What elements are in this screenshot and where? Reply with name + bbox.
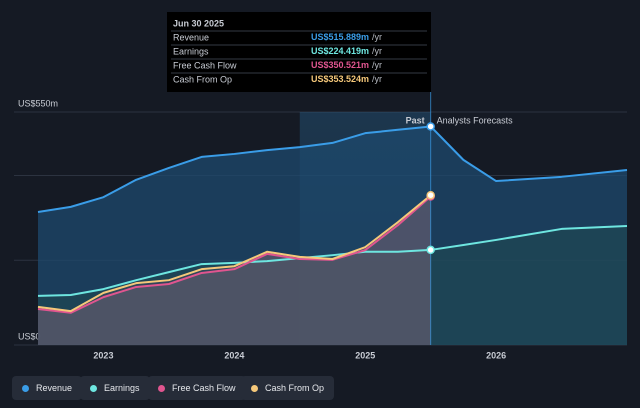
tooltip-box (167, 12, 431, 92)
legend-swatch (22, 384, 29, 392)
y-tick-label: US$550m (18, 98, 58, 108)
legend-swatch (251, 384, 258, 392)
legend-item[interactable]: Revenue (12, 376, 83, 400)
legend-swatch (90, 384, 97, 392)
tooltip-name: Revenue (173, 32, 209, 42)
tooltip-value-number: US$224.419m (311, 46, 369, 56)
tooltip-name: Free Cash Flow (173, 60, 237, 70)
tooltip-unit: /yr (372, 60, 382, 70)
legend-label: Earnings (104, 383, 140, 393)
marker (426, 122, 435, 131)
tooltip-value: US$515.889m/yr (311, 32, 382, 42)
x-tick-label: 2023 (93, 350, 113, 360)
past-label: Past (406, 115, 425, 125)
y-tick-label: US$0 (18, 331, 41, 341)
tooltip-date: Jun 30 2025 (173, 18, 224, 28)
legend-item[interactable]: Free Cash Flow (148, 376, 246, 400)
series-line (37, 195, 432, 314)
legend-swatch (158, 384, 165, 392)
forecast-label: Analysts Forecasts (437, 115, 514, 125)
marker (426, 190, 435, 200)
series-line (37, 194, 432, 313)
x-tick-label: 2024 (224, 350, 244, 360)
legend-item[interactable]: Cash From Op (241, 376, 335, 400)
tooltip-value: US$224.419m/yr (311, 46, 382, 56)
x-tick-label: 2026 (486, 350, 506, 360)
tooltip-unit: /yr (372, 74, 382, 84)
tooltip-unit: /yr (372, 32, 382, 42)
x-tick-label: 2025 (355, 350, 375, 360)
tooltip-unit: /yr (372, 46, 382, 56)
tooltip-name: Earnings (173, 46, 209, 56)
series-line (37, 125, 628, 213)
area (38, 196, 431, 345)
legend-label: Free Cash Flow (172, 383, 236, 393)
legend-label: Revenue (36, 383, 73, 393)
tooltip-name: Cash From Op (173, 74, 232, 84)
legend-item[interactable]: Earnings (80, 376, 150, 400)
tooltip-value-number: US$353.524m (311, 74, 369, 84)
tooltip: Jun 30 2025 Revenue US$515.889m/yr Earnings… (167, 12, 431, 92)
tooltip-value: US$350.521m/yr (311, 60, 382, 70)
marker (426, 245, 435, 255)
legend-label: Cash From Op (265, 383, 325, 393)
tooltip-value: US$353.524m/yr (311, 74, 382, 84)
tooltip-value-number: US$350.521m (311, 60, 369, 70)
tooltip-value-number: US$515.889m (311, 32, 369, 42)
